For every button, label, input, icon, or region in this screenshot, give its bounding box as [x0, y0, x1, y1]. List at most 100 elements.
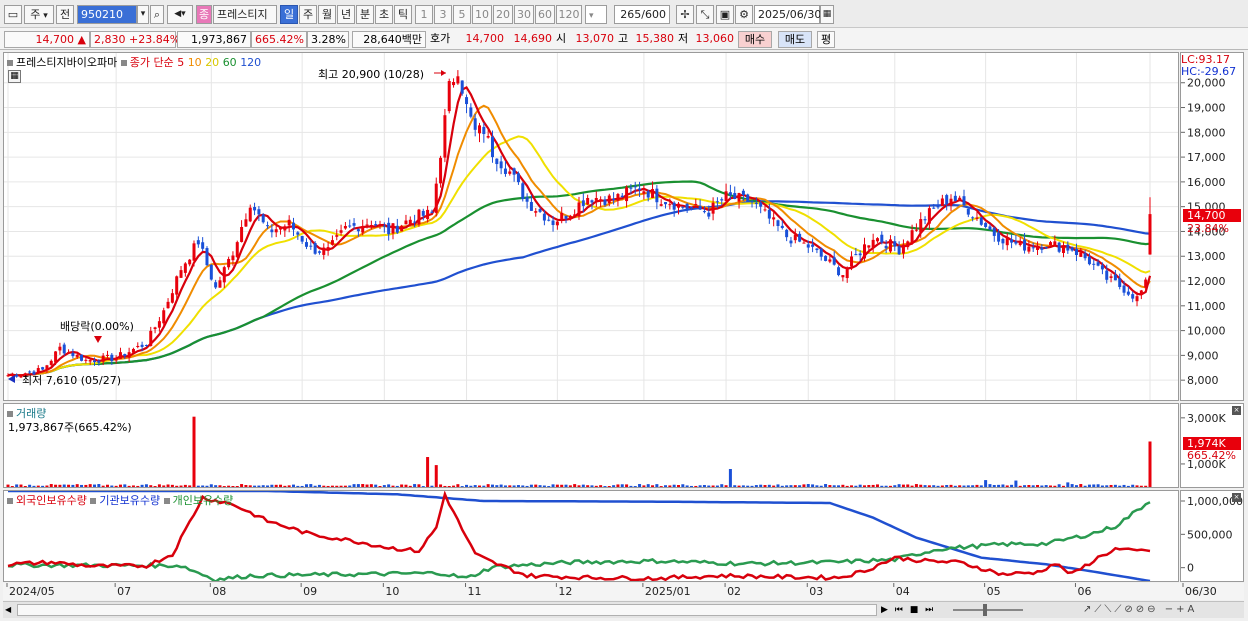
volume-bar — [547, 486, 551, 487]
code-dropdown-icon[interactable]: ▾ — [137, 5, 149, 24]
volume-bar — [192, 416, 196, 487]
interval-1-button[interactable]: 1 — [415, 5, 433, 24]
date-field[interactable]: 2025/06/30 — [754, 5, 821, 24]
volume-bar — [413, 484, 417, 487]
holdings-chart-panel[interactable]: 외국인보유수량 기관보유수량 개인보유수량 — [3, 489, 1179, 584]
candle-body — [685, 203, 689, 210]
volume-bar — [776, 484, 780, 487]
interval-60-button[interactable]: 60 — [535, 5, 555, 24]
period-minute-button[interactable]: 분 — [356, 5, 374, 24]
zoom-slider-handle[interactable] — [983, 604, 987, 616]
interval-30-button[interactable]: 30 — [514, 5, 534, 24]
volume-bar — [832, 485, 836, 487]
candle-body — [659, 204, 663, 206]
date-tick-label: 06 — [1077, 585, 1091, 598]
zoom-slider-track[interactable] — [953, 609, 1023, 611]
candle-body — [992, 227, 996, 236]
candle-body — [1053, 241, 1057, 246]
interval-10-button[interactable]: 10 — [472, 5, 492, 24]
price-chart-panel[interactable]: 프레스티지바이오파마 종가 단순 5 10 20 60 120 ▦ 최고 20,… — [3, 52, 1179, 401]
price-chart-svg[interactable] — [4, 53, 1178, 400]
volume-bar — [201, 485, 205, 487]
candle-body — [767, 209, 771, 219]
volume-bar — [594, 485, 598, 487]
volume-bar — [1118, 485, 1122, 487]
stock-name-field[interactable]: 프레스티지 — [213, 5, 277, 24]
prev-button[interactable]: 전 — [56, 5, 74, 24]
price-tick-label: 10,000 — [1187, 325, 1226, 338]
calendar-icon[interactable]: ▦ — [820, 5, 834, 24]
volume-bar — [175, 485, 179, 487]
holdings-chart-svg[interactable] — [4, 489, 1178, 584]
volume-legend: 거래량 — [7, 405, 46, 421]
candle-body — [837, 267, 841, 276]
volume-bar — [875, 484, 879, 487]
volume-bar — [1096, 484, 1100, 487]
candle-body — [209, 264, 213, 280]
candle-body — [573, 214, 577, 217]
interval-3-button[interactable]: 3 — [434, 5, 452, 24]
period-year-button[interactable]: 년 — [337, 5, 355, 24]
speaker-icon[interactable]: ◀▾ — [167, 5, 193, 24]
volume-bar — [1139, 485, 1143, 487]
volume-bar — [162, 485, 166, 487]
volume-bar — [391, 485, 395, 487]
search-icon[interactable]: ⌕ — [150, 5, 164, 24]
volume-chart-svg[interactable] — [4, 404, 1178, 487]
data-count-field[interactable]: 265/600 — [614, 5, 670, 24]
candle-body — [335, 235, 339, 237]
playback-controls[interactable]: ▶ ⏮ ■ ⏭ — [881, 605, 936, 615]
candle-body — [127, 352, 131, 358]
scroll-left-icon[interactable]: ◀ — [5, 605, 12, 614]
volume-bar — [997, 484, 1001, 487]
period-week-button[interactable]: 주 — [299, 5, 317, 24]
period-month-button[interactable]: 월 — [318, 5, 336, 24]
legend-marker-icon — [120, 60, 127, 66]
buy-button[interactable]: 매수 — [738, 31, 772, 48]
candle-body — [283, 226, 287, 231]
crosshair-icon[interactable]: ✢ — [676, 5, 694, 24]
market-select[interactable]: 주 ▾ — [24, 5, 54, 24]
sell-button[interactable]: 매도 — [778, 31, 812, 48]
period-second-button[interactable]: 초 — [375, 5, 393, 24]
candle-body — [581, 200, 585, 206]
candle-body — [698, 205, 702, 210]
period-day-button[interactable]: 일 — [280, 5, 298, 24]
candle-body — [443, 115, 447, 158]
close-icon[interactable]: × — [1232, 493, 1241, 502]
volume-bar — [551, 484, 555, 487]
interval-custom-input[interactable]: ▾ — [585, 5, 607, 24]
holdings-tick-label: 0 — [1187, 562, 1194, 575]
grid-toggle-icon[interactable]: ▦ — [8, 70, 21, 83]
candle-body — [988, 226, 992, 230]
scroll-thumb[interactable] — [17, 604, 877, 616]
volume-chart-panel[interactable]: 거래량 1,973,867주(665.42%) — [3, 403, 1179, 488]
drawing-tools-icon[interactable]: ↗⟋⟍⟋⊘⊘⊖ −+A — [1083, 604, 1198, 615]
volume-bar — [1036, 484, 1040, 487]
interval-120-button[interactable]: 120 — [556, 5, 582, 24]
period-tick-button[interactable]: 틱 — [394, 5, 412, 24]
volume-bar — [335, 485, 339, 487]
stock-code-input[interactable]: 950210 — [77, 5, 137, 24]
candle-body — [101, 355, 105, 362]
volume-bar — [170, 484, 174, 487]
candle-body — [1079, 252, 1083, 257]
candle-body — [958, 197, 962, 200]
chart-scrollbar[interactable]: ◀ ▶ ⏮ ■ ⏭ ↗⟋⟍⟋⊘⊘⊖ −+A — [3, 601, 1244, 618]
gear-icon[interactable]: ⚙ — [735, 5, 753, 24]
close-icon[interactable]: × — [1232, 406, 1241, 415]
tool-icon[interactable]: ⤡ — [696, 5, 714, 24]
save-icon[interactable]: ▣ — [716, 5, 734, 24]
candle-body — [300, 236, 304, 242]
interval-5-button[interactable]: 5 — [453, 5, 471, 24]
quote-bar: 14,700 ▲ 2,830 +23.84% 1,973,867 665.42%… — [0, 28, 1248, 50]
volume-bar — [534, 484, 538, 487]
window-menu-icon[interactable]: ▭ — [4, 5, 22, 24]
candle-body — [720, 199, 724, 201]
eval-button[interactable]: 평 — [817, 31, 835, 48]
volume-bar — [58, 484, 62, 487]
volume-bar — [720, 484, 724, 487]
interval-20-button[interactable]: 20 — [493, 5, 513, 24]
volume-bar — [966, 485, 970, 487]
volume-bar — [1027, 484, 1031, 487]
